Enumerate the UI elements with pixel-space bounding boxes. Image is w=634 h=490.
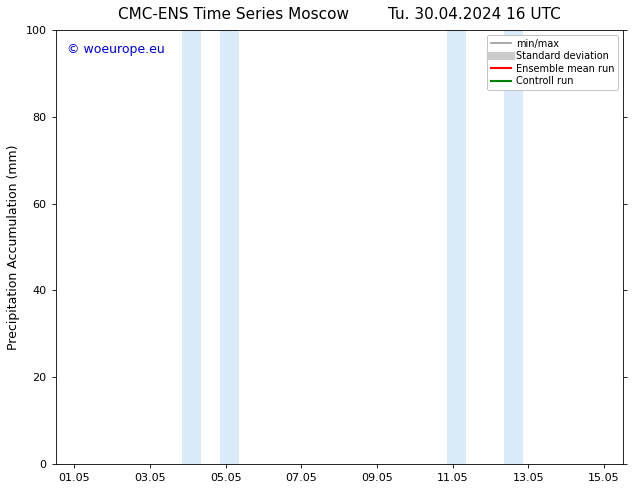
Bar [504,30,522,464]
Bar [182,30,201,464]
Text: © woeurope.eu: © woeurope.eu [67,43,165,56]
Legend: min/max, Standard deviation, Ensemble mean run, Controll run: min/max, Standard deviation, Ensemble me… [488,35,618,90]
Bar [220,30,239,464]
Title: CMC-ENS Time Series Moscow        Tu. 30.04.2024 16 UTC: CMC-ENS Time Series Moscow Tu. 30.04.202… [118,7,560,22]
Bar [447,30,466,464]
Y-axis label: Precipitation Accumulation (mm): Precipitation Accumulation (mm) [7,144,20,350]
